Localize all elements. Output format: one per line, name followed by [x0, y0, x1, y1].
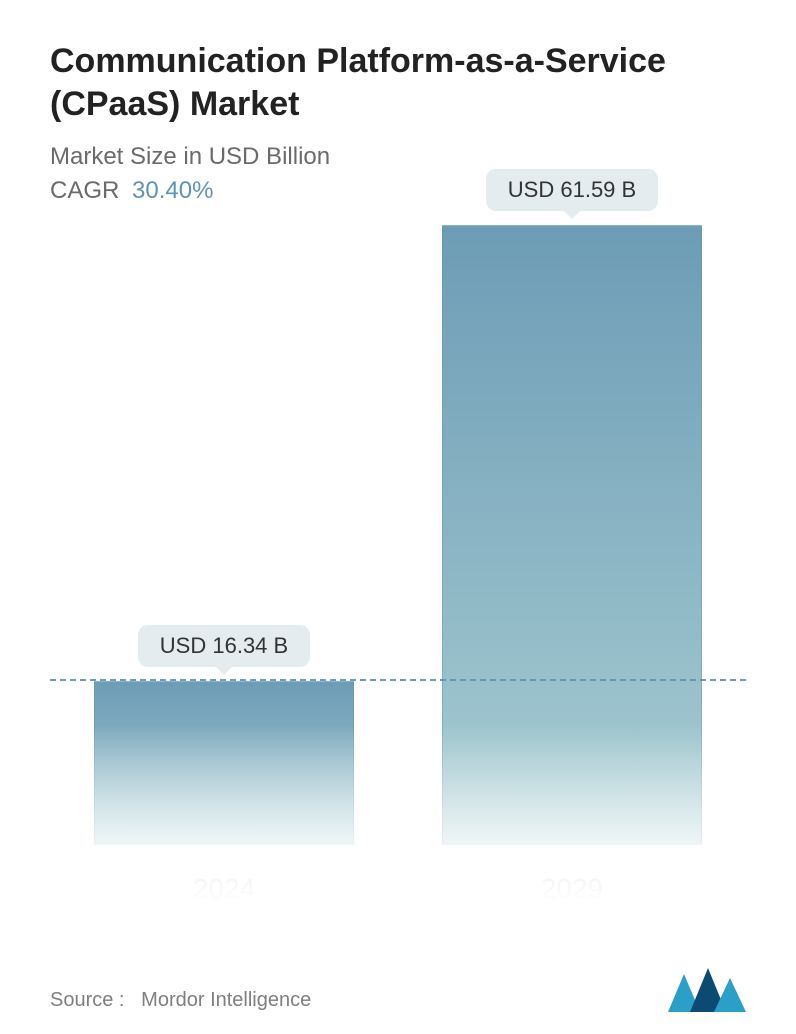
- baseline-dashed: [50, 679, 746, 681]
- chart-area: USD 16.34 B USD 61.59 B 2024 2029: [50, 225, 746, 905]
- value-pill-0: USD 16.34 B: [138, 625, 310, 667]
- chart-subtitle: Market Size in USD Billion: [50, 143, 746, 171]
- xlabel-1: 2029: [427, 873, 717, 905]
- cagr-value: 30.40%: [132, 177, 213, 204]
- footer: Source : Mordor Intelligence: [50, 968, 746, 1012]
- value-pill-1: USD 61.59 B: [486, 169, 658, 211]
- source-text: Source : Mordor Intelligence: [50, 989, 311, 1012]
- bar-col-0: USD 16.34 B: [79, 625, 369, 845]
- x-axis-labels: 2024 2029: [50, 873, 746, 905]
- xlabel-0: 2024: [79, 873, 369, 905]
- mordor-logo-icon: [668, 968, 746, 1012]
- source-label: Source :: [50, 989, 124, 1011]
- bar-1: [442, 225, 702, 845]
- bar-0: [94, 681, 354, 845]
- chart-title: Communication Platform-as-a-Service (CPa…: [50, 40, 746, 125]
- bars-container: USD 16.34 B USD 61.59 B: [50, 225, 746, 845]
- source-name: Mordor Intelligence: [141, 989, 311, 1011]
- bar-col-1: USD 61.59 B: [427, 169, 717, 845]
- cagr-label: CAGR: [50, 177, 119, 204]
